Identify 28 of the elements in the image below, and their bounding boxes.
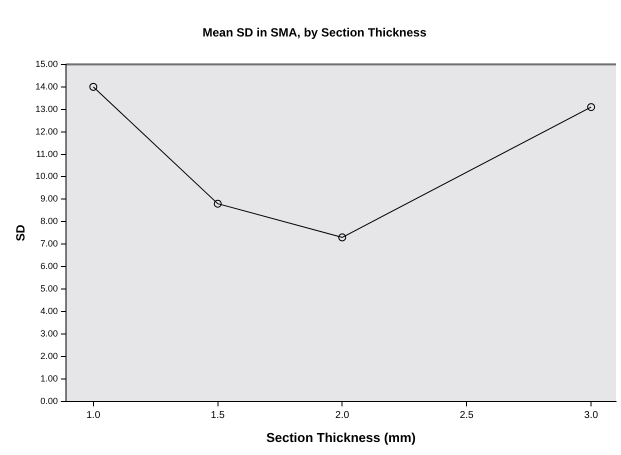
y-tick-label: 14.00	[35, 81, 58, 92]
y-tick-label: 2.00	[40, 350, 58, 361]
y-tick-label: 3.00	[40, 328, 58, 338]
y-tick-label: 9.00	[40, 194, 58, 204]
point	[214, 200, 222, 208]
point	[89, 82, 98, 91]
chart-title: Mean SD in SMA, by Section Thickness	[202, 26, 427, 40]
point	[338, 233, 346, 242]
y-tick-label: 13.00	[35, 104, 58, 114]
x-axis-title: Section Thickness (mm)	[266, 430, 416, 445]
y-tick-label: 5.00	[40, 284, 58, 294]
x-tick-label: 1.5	[210, 410, 226, 422]
y-tick-label: 15.00	[35, 58, 58, 69]
x-tick-label: 2.0	[335, 410, 350, 422]
x-tick-label: 3.0	[584, 410, 598, 422]
y-tick-label: 10.00	[35, 171, 58, 182]
y-tick-label: 1.00	[40, 373, 58, 384]
y-tick-label: 11.00	[36, 148, 58, 159]
y-tick-label: 0.00	[40, 396, 58, 406]
y-tick-label: 4.00	[40, 306, 58, 316]
y-tick-label: 8.00	[40, 216, 58, 226]
y-tick-label: 7.00	[40, 238, 58, 249]
x-tick-label: 1.0	[86, 410, 101, 422]
y-axis-title: SD	[14, 224, 28, 242]
x-tick-label: 2.5	[460, 410, 474, 422]
y-tick-label: 12.00	[35, 126, 58, 136]
point	[587, 103, 596, 112]
y-tick-label: 6.00	[40, 261, 58, 272]
